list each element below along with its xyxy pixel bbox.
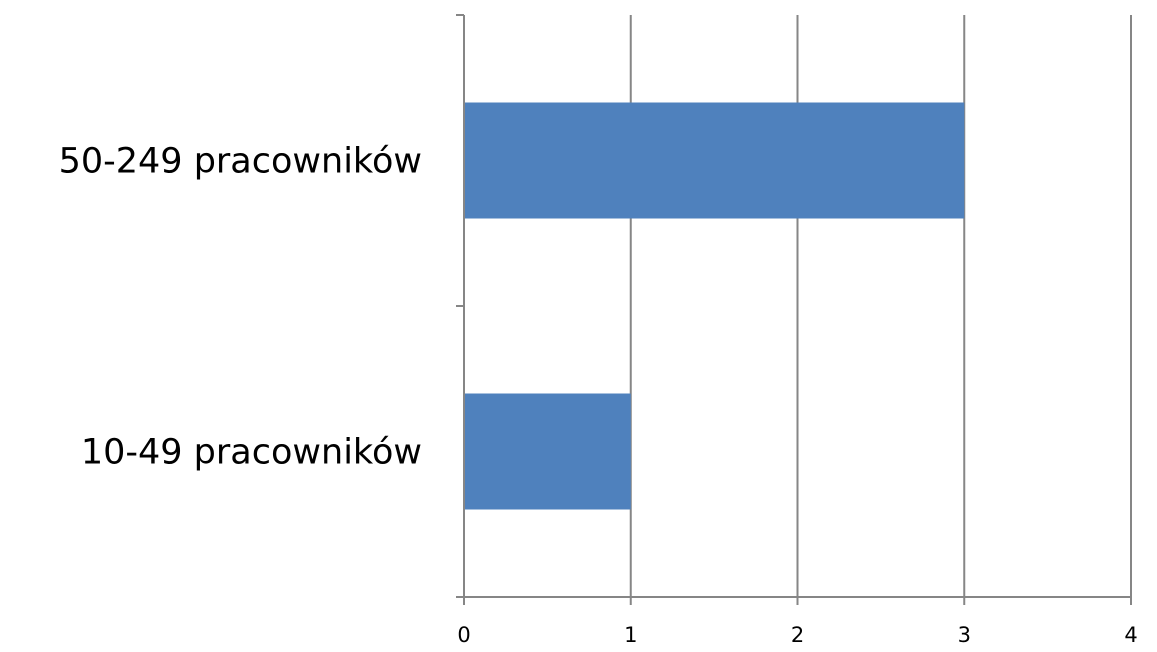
x-tick-label-4: 4 (1124, 623, 1137, 647)
bars (464, 102, 965, 510)
category-label-0: 50-249 pracowników (59, 142, 422, 182)
bar-0 (464, 102, 965, 219)
axes (456, 14, 1132, 605)
x-tick-label-2: 2 (791, 623, 804, 647)
x-tick-label-1: 1 (624, 623, 637, 647)
x-tick-label-0: 0 (457, 623, 470, 647)
labels: 0 1 2 3 4 50-249 pracowników 10-49 pracowników (59, 142, 1138, 648)
bar-1 (464, 393, 631, 510)
x-tick-label-3: 3 (958, 623, 971, 647)
gridlines (629, 15, 1132, 597)
category-label-1: 10-49 pracowników (81, 433, 422, 473)
